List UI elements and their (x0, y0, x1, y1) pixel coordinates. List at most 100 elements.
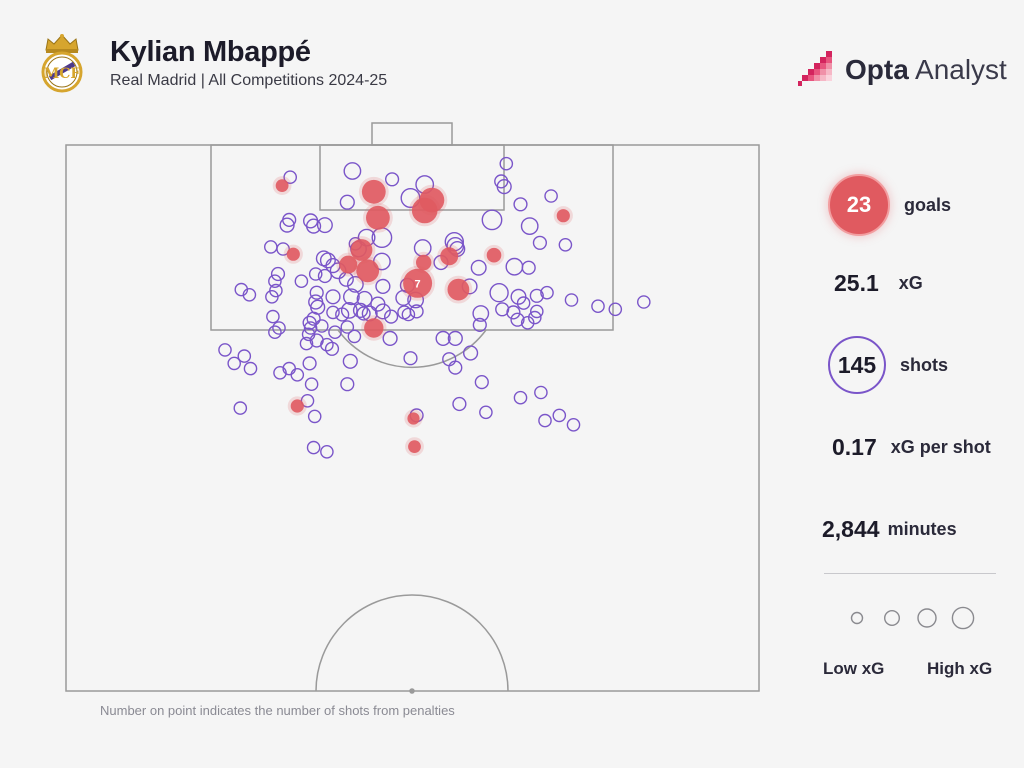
shot-marker (266, 309, 280, 324)
shot-marker (530, 304, 544, 319)
shot-marker (328, 325, 342, 340)
shot-marker (320, 444, 334, 459)
goals-value: 23 (846, 192, 872, 217)
shot-marker (374, 303, 391, 320)
opta-logo-icon (798, 51, 832, 86)
shot-marker (382, 330, 398, 347)
xg-per-shot-label: xG per shot (890, 437, 991, 457)
goals-label: goals (904, 194, 952, 215)
shot-marker (474, 375, 489, 390)
shot-marker (346, 275, 364, 293)
shot-marker (506, 305, 521, 320)
shot-marker (242, 287, 257, 302)
xg-label: xG (898, 273, 923, 293)
shot-marker (472, 305, 490, 322)
shot-marker (290, 367, 305, 382)
shot-marker (306, 218, 322, 234)
shot-marker (385, 172, 400, 187)
shot-marker (340, 320, 355, 334)
shot-marker (401, 307, 416, 322)
goal-marker (440, 247, 459, 266)
goal-marker (364, 318, 384, 338)
goal-marker (275, 179, 289, 193)
goal-marker (407, 412, 420, 425)
legend-high-xg: High xG (927, 659, 993, 678)
shot-marker (316, 217, 333, 234)
legend-size-circle (850, 611, 864, 625)
shot-marker (510, 312, 525, 327)
minutes-label: minutes (887, 519, 957, 539)
goal-marker (356, 259, 380, 283)
penalty-arc (337, 329, 487, 369)
shot-marker (326, 305, 340, 320)
legend-size-circle (917, 608, 937, 628)
shot-marker (342, 353, 358, 369)
shot-map-pitch: 7 (65, 122, 760, 694)
shot-marker (347, 329, 362, 344)
stat-goals: 23 goals (828, 174, 951, 236)
real-madrid-crest: MCF (36, 30, 88, 94)
goal-marker (486, 247, 502, 263)
shot-marker (272, 321, 286, 335)
shot-marker (529, 288, 544, 303)
legend-size-circle (884, 609, 901, 627)
shot-marker (218, 343, 232, 357)
goal-marker (447, 278, 470, 301)
shot-marker (304, 377, 319, 392)
shot-marker (283, 170, 298, 184)
shot-marker (306, 440, 321, 455)
goal-marker (290, 399, 304, 413)
shot-marker (319, 252, 336, 269)
minutes-value: 2,844 (822, 516, 880, 542)
shot-marker (463, 345, 479, 361)
shot-marker (352, 302, 369, 319)
shot-marker (265, 289, 279, 304)
shot-marker (564, 293, 579, 307)
shot-marker (375, 278, 391, 295)
shot-marker (494, 174, 509, 189)
shot-marker (268, 274, 282, 289)
goal-marker (361, 179, 386, 204)
shot-marker (499, 156, 514, 171)
shot-marker (279, 217, 295, 233)
xg-per-shot-value: 0.17 (832, 434, 877, 460)
shot-marker (303, 213, 319, 229)
goals-layer: 7 (272, 176, 573, 456)
shot-marker (237, 349, 252, 363)
shot-marker (505, 257, 524, 276)
shot-marker (356, 290, 373, 307)
shot-marker (335, 307, 350, 322)
shot-marker (227, 356, 241, 371)
player-subtitle: Real Madrid | All Competitions 2024-25 (110, 72, 388, 89)
stat-shots: 145 shots (828, 336, 948, 394)
shot-marker (243, 361, 258, 376)
brand-name-bold: Opta (845, 54, 909, 85)
goal-marker (366, 205, 390, 230)
shot-marker (516, 296, 531, 310)
shot-marker (309, 285, 324, 300)
legend-low-xg: Low xG (823, 659, 885, 678)
goals-badge: 23 (828, 174, 890, 236)
centre-circle-arc (315, 594, 509, 692)
shot-marker (270, 266, 286, 282)
goal (371, 122, 453, 146)
crown-icon (45, 34, 79, 53)
shot-marker (395, 289, 412, 306)
legend-size-circle (951, 606, 975, 630)
penalty-count-label: 7 (415, 278, 421, 290)
shot-marker (340, 301, 358, 319)
goal-marker (408, 440, 421, 453)
shots-value: 145 (837, 351, 877, 378)
shot-marker (340, 377, 355, 392)
shot-marker (301, 327, 316, 342)
shot-marker (300, 393, 315, 408)
shot-marker (303, 321, 318, 335)
shot-marker (532, 235, 548, 250)
shot-marker (540, 285, 554, 300)
centre-spot (409, 688, 415, 694)
shot-marker (472, 317, 487, 333)
goal-marker (350, 239, 373, 261)
shot-marker (448, 360, 463, 375)
opta-analyst-logo: Opta Analyst (798, 50, 1008, 90)
shots-layer (218, 156, 651, 459)
